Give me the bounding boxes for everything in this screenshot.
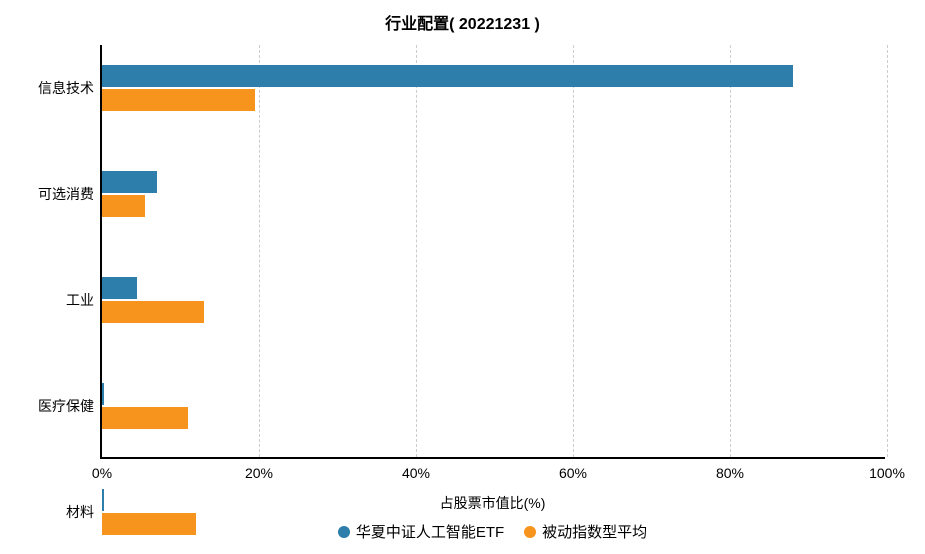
y-category-label: 材料 xyxy=(66,502,102,522)
y-category-label: 医疗保健 xyxy=(38,396,102,416)
legend-label: 被动指数型平均 xyxy=(542,521,647,542)
x-tick-label: 100% xyxy=(869,465,905,481)
legend: 华夏中证人工智能ETF 被动指数型平均 xyxy=(100,521,885,542)
legend-swatch-icon xyxy=(524,526,536,538)
x-tick-label: 60% xyxy=(559,465,587,481)
bar xyxy=(102,277,137,299)
bar xyxy=(102,301,204,323)
x-tick-label: 20% xyxy=(245,465,273,481)
plot-area: 0%20%40%60%80%100%信息技术可选消费工业医疗保健材料 xyxy=(100,45,885,459)
grid-line xyxy=(259,45,260,457)
grid-line xyxy=(416,45,417,457)
legend-swatch-icon xyxy=(338,526,350,538)
grid-line xyxy=(730,45,731,457)
bar xyxy=(102,383,104,405)
x-axis-title: 占股票市值比(%) xyxy=(100,493,885,513)
bar xyxy=(102,65,793,87)
legend-label: 华夏中证人工智能ETF xyxy=(356,521,504,542)
bar xyxy=(102,195,145,217)
legend-item: 被动指数型平均 xyxy=(524,521,647,542)
legend-item: 华夏中证人工智能ETF xyxy=(338,521,504,542)
bar xyxy=(102,407,188,429)
bar xyxy=(102,89,255,111)
y-category-label: 工业 xyxy=(66,290,102,310)
x-tick-label: 80% xyxy=(716,465,744,481)
chart-title: 行业配置( 20221231 ) xyxy=(30,10,895,34)
bar xyxy=(102,171,157,193)
grid-line xyxy=(573,45,574,457)
x-tick-label: 40% xyxy=(402,465,430,481)
chart-container: 行业配置( 20221231 ) 0%20%40%60%80%100%信息技术可… xyxy=(0,0,925,554)
x-tick-label: 0% xyxy=(92,465,112,481)
grid-line xyxy=(887,45,888,457)
y-category-label: 信息技术 xyxy=(38,78,102,98)
y-category-label: 可选消费 xyxy=(38,184,102,204)
